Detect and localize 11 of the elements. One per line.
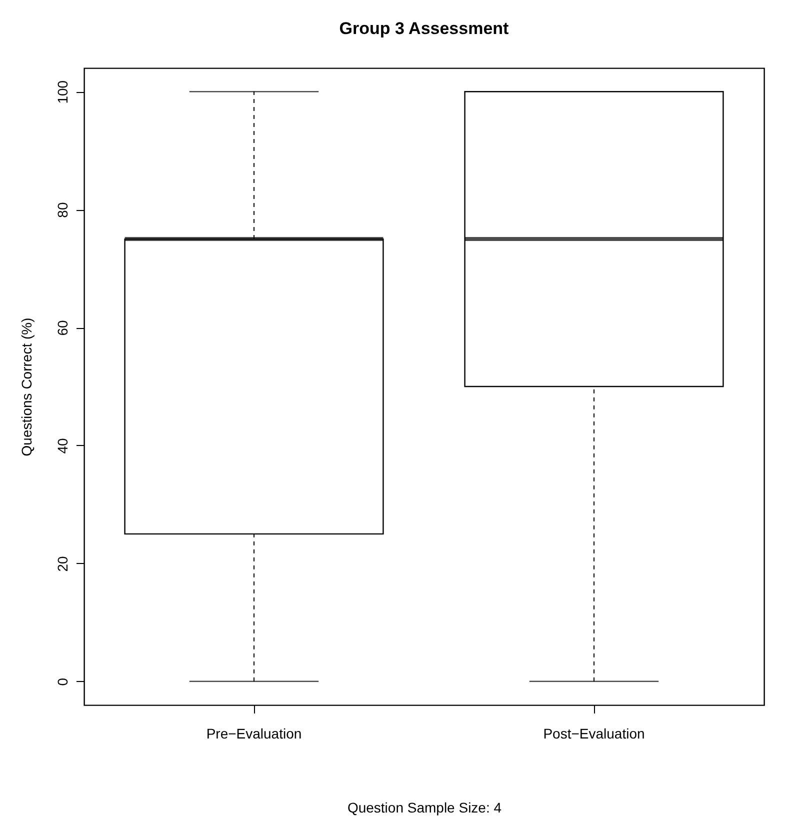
chart-title: Group 3 Assessment — [339, 19, 510, 38]
y-tick-label: 0 — [54, 678, 70, 686]
y-tick-label: 40 — [54, 438, 70, 454]
y-tick-label: 20 — [54, 556, 70, 572]
y-tick-label: 60 — [54, 320, 70, 336]
x-axis-title: Question Sample Size: 4 — [347, 800, 502, 816]
y-tick-label: 80 — [54, 202, 70, 218]
y-tick-label: 100 — [54, 80, 70, 104]
x-tick-label: Pre−Evaluation — [206, 726, 302, 742]
x-tick-label: Post−Evaluation — [543, 726, 645, 742]
y-axis-title: Questions Correct (%) — [18, 318, 34, 456]
